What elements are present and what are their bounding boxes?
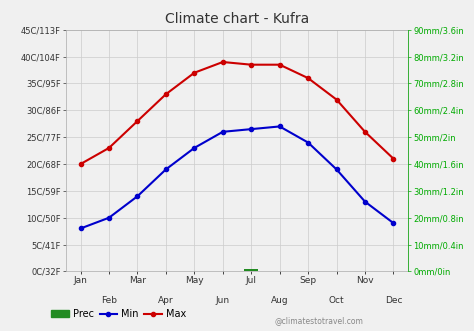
Text: @climatestotravel.com: @climatestotravel.com xyxy=(275,316,364,325)
Title: Climate chart - Kufra: Climate chart - Kufra xyxy=(165,12,309,26)
Text: Dec: Dec xyxy=(385,297,402,306)
Text: Aug: Aug xyxy=(271,297,289,306)
Legend: Prec, Min, Max: Prec, Min, Max xyxy=(47,305,190,323)
Text: Oct: Oct xyxy=(329,297,344,306)
Text: Jun: Jun xyxy=(216,297,230,306)
Text: Feb: Feb xyxy=(101,297,117,306)
Bar xyxy=(244,269,258,271)
Text: Apr: Apr xyxy=(158,297,173,306)
